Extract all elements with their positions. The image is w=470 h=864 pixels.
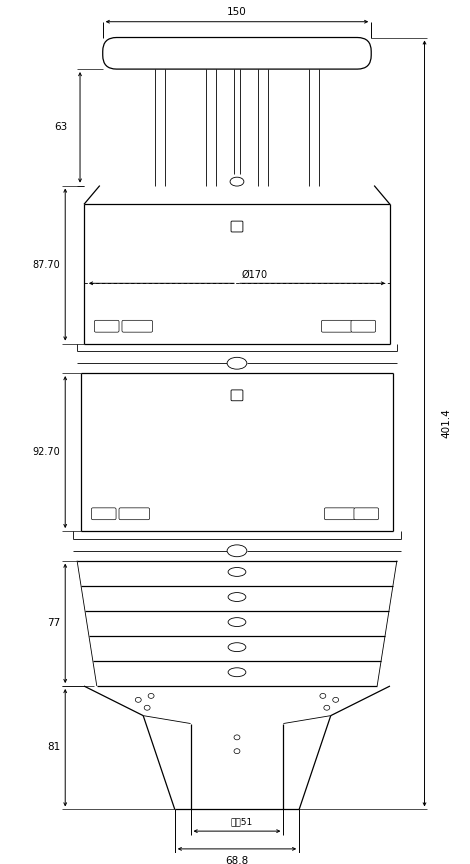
Ellipse shape [230, 177, 244, 186]
Ellipse shape [144, 705, 150, 710]
Text: 77: 77 [47, 618, 60, 628]
Text: 63: 63 [54, 123, 67, 132]
Text: 内彤51: 内彤51 [231, 817, 253, 827]
Ellipse shape [228, 618, 246, 626]
FancyBboxPatch shape [91, 508, 116, 520]
FancyBboxPatch shape [122, 321, 153, 332]
FancyBboxPatch shape [94, 321, 119, 332]
Ellipse shape [135, 697, 141, 702]
Ellipse shape [148, 694, 154, 698]
Text: 87.70: 87.70 [32, 259, 60, 270]
Text: 81: 81 [47, 742, 60, 753]
Text: 92.70: 92.70 [32, 447, 60, 457]
Text: 401.4: 401.4 [441, 409, 451, 438]
Ellipse shape [228, 568, 246, 576]
Ellipse shape [333, 697, 339, 702]
FancyBboxPatch shape [354, 508, 379, 520]
Ellipse shape [320, 694, 326, 698]
FancyBboxPatch shape [119, 508, 149, 520]
Ellipse shape [228, 643, 246, 651]
Ellipse shape [228, 668, 246, 677]
FancyBboxPatch shape [324, 508, 355, 520]
FancyBboxPatch shape [103, 37, 371, 69]
Ellipse shape [324, 705, 330, 710]
Ellipse shape [227, 358, 247, 369]
FancyBboxPatch shape [321, 321, 352, 332]
Text: 68.8: 68.8 [225, 855, 249, 864]
Ellipse shape [234, 749, 240, 753]
FancyBboxPatch shape [351, 321, 376, 332]
Ellipse shape [234, 735, 240, 740]
FancyBboxPatch shape [231, 221, 243, 232]
Ellipse shape [227, 545, 247, 556]
Ellipse shape [228, 593, 246, 601]
Text: 150: 150 [227, 7, 247, 16]
FancyBboxPatch shape [231, 390, 243, 401]
Text: Ø170: Ø170 [242, 270, 268, 279]
